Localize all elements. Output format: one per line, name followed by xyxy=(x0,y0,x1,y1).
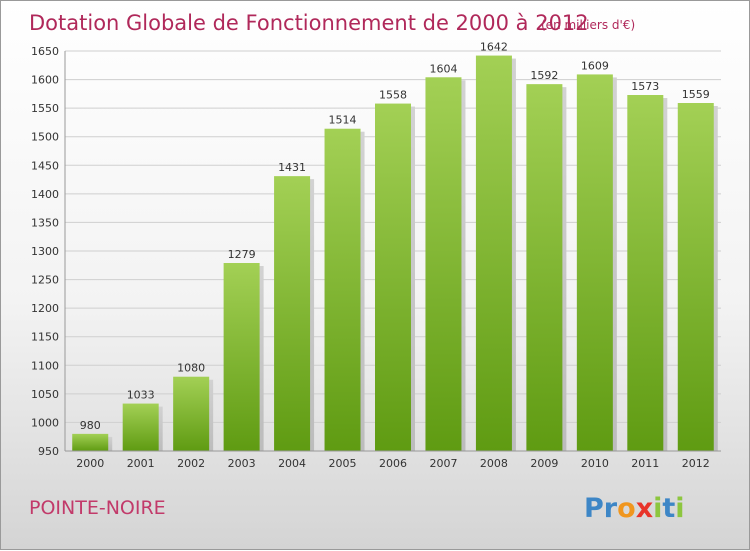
y-tick-label: 1600 xyxy=(31,74,59,87)
data-label: 980 xyxy=(80,419,101,432)
bar xyxy=(324,128,361,451)
logo-letter: t xyxy=(662,493,675,524)
x-tick-label: 2004 xyxy=(278,457,306,470)
y-tick-label: 1650 xyxy=(31,45,59,58)
data-label: 1592 xyxy=(530,69,558,82)
y-tick-label: 1150 xyxy=(31,331,59,344)
bar xyxy=(223,263,260,451)
x-tick-label: 2008 xyxy=(480,457,508,470)
data-label: 1431 xyxy=(278,161,306,174)
y-tick-label: 1100 xyxy=(31,359,59,372)
x-tick-label: 2006 xyxy=(379,457,407,470)
proxiti-logo: Proxiti xyxy=(584,493,685,524)
x-tick-label: 2009 xyxy=(530,457,558,470)
y-tick-label: 1300 xyxy=(31,245,59,258)
data-label: 1573 xyxy=(631,80,659,93)
data-label: 1514 xyxy=(329,114,357,127)
bar xyxy=(475,55,512,451)
y-tick-label: 1200 xyxy=(31,302,59,315)
bar xyxy=(122,403,159,451)
bar xyxy=(72,433,109,451)
commune-name: POINTE-NOIRE xyxy=(29,497,166,519)
y-tick-label: 1400 xyxy=(31,188,59,201)
x-tick-label: 2002 xyxy=(177,457,205,470)
logo-letter: r xyxy=(604,493,618,524)
x-tick-label: 2007 xyxy=(429,457,457,470)
bar-series: 980 1033 1080 1279 1431 1514 1558 1604 1642 1592 1… xyxy=(72,41,718,452)
data-label: 1558 xyxy=(379,89,407,102)
data-label: 1609 xyxy=(581,59,609,72)
y-tick-label: 1250 xyxy=(31,274,59,287)
y-tick-label: 1050 xyxy=(31,388,59,401)
x-tick-label: 2011 xyxy=(631,457,659,470)
y-tick-label: 950 xyxy=(38,445,59,458)
chart-title: Dotation Globale de Fonctionnement de 20… xyxy=(29,11,589,35)
logo-letter: P xyxy=(584,493,604,524)
bar xyxy=(173,376,210,451)
y-axis: 950 1000 1050 1100 1150 1200 1250 1300 1350 1400 1… xyxy=(31,45,66,458)
logo-letter: i xyxy=(675,493,684,524)
x-tick-label: 2003 xyxy=(228,457,256,470)
bar xyxy=(375,103,411,452)
bar xyxy=(627,95,664,451)
data-label: 1559 xyxy=(682,88,710,101)
logo-letter: x xyxy=(636,493,653,524)
x-axis: 2000 2001 2002 2003 2004 2005 2006 2007 2008 2009… xyxy=(65,450,721,470)
x-tick-label: 2010 xyxy=(581,457,609,470)
y-tick-label: 1500 xyxy=(31,131,59,144)
logo-letter: o xyxy=(617,493,636,524)
bar xyxy=(576,74,613,451)
data-label: 1604 xyxy=(429,62,457,75)
data-label: 1033 xyxy=(127,389,155,402)
x-tick-label: 2005 xyxy=(329,457,357,470)
x-tick-label: 2001 xyxy=(127,457,155,470)
y-tick-label: 1550 xyxy=(31,102,59,115)
bar xyxy=(425,77,462,452)
x-tick-label: 2000 xyxy=(76,457,104,470)
y-tick-label: 1350 xyxy=(31,216,59,229)
data-label: 1279 xyxy=(228,248,256,261)
data-label: 1642 xyxy=(480,41,508,54)
bar xyxy=(677,103,714,451)
chart-subtitle: (en milliers d'€) xyxy=(541,18,635,32)
data-label: 1080 xyxy=(177,362,205,375)
bar xyxy=(526,84,563,452)
y-tick-label: 1450 xyxy=(31,159,59,172)
x-tick-label: 2012 xyxy=(682,457,710,470)
bar xyxy=(274,176,311,451)
logo-letter: i xyxy=(653,493,662,524)
y-tick-label: 1000 xyxy=(31,416,59,429)
